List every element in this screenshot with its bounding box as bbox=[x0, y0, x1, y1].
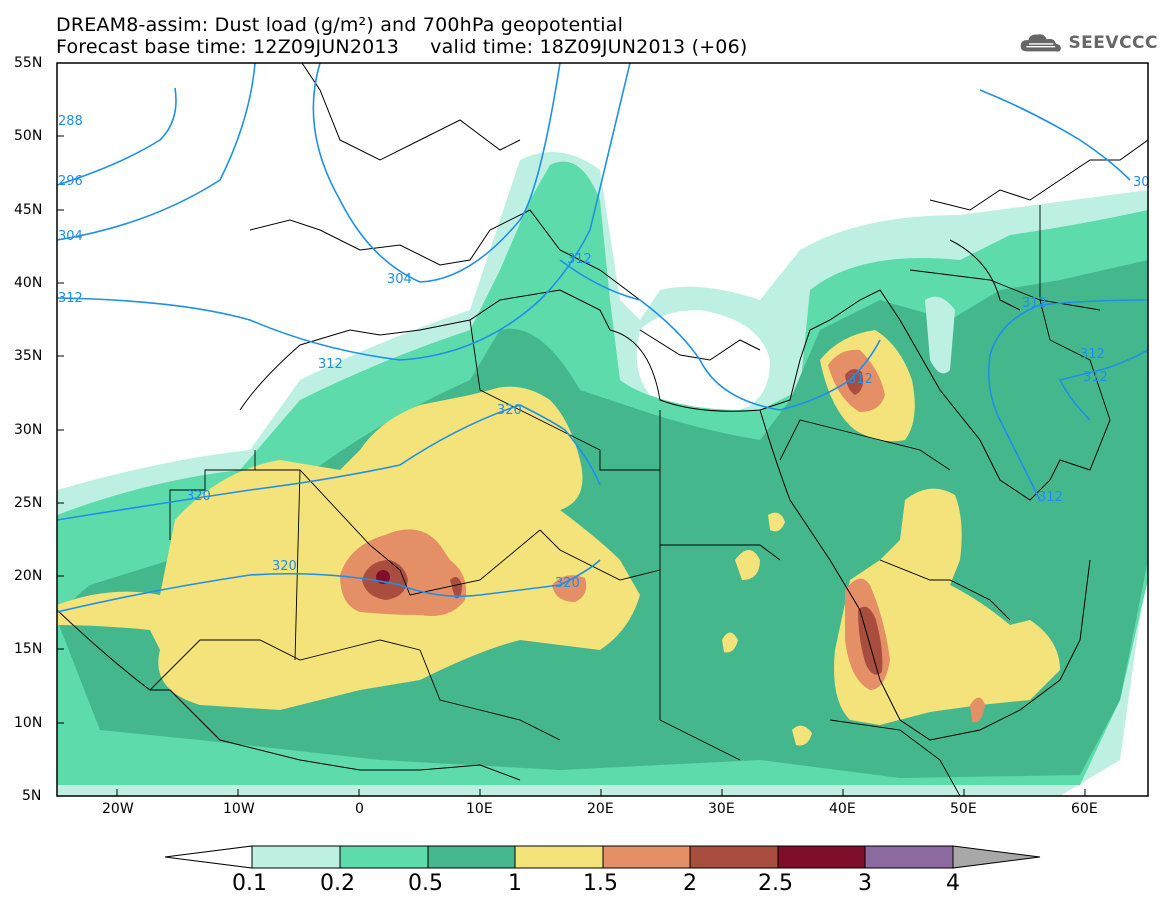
colorbar-label: 2 bbox=[683, 871, 697, 896]
lat-label: 40N bbox=[14, 275, 43, 291]
lat-label: 50N bbox=[14, 128, 43, 144]
colorbar-segment bbox=[514, 845, 604, 869]
dust-band-1.5-somalia bbox=[970, 697, 985, 723]
cloud-icon bbox=[1020, 34, 1061, 52]
title-line-2: Forecast base time: 12Z09JUN2013 valid t… bbox=[56, 36, 748, 58]
lon-label: 30E bbox=[708, 801, 735, 817]
logo-text: SEEVCCC bbox=[1068, 33, 1158, 53]
axis-ticks bbox=[57, 62, 1086, 796]
colorbar-under-arrow bbox=[164, 845, 253, 869]
contour-label-group: 288 296 304 304 312 312 312 312 312 312 … bbox=[58, 114, 1150, 591]
dust-band-1.0-spot1 bbox=[735, 550, 760, 580]
colorbar-segment bbox=[339, 845, 429, 869]
lat-label: 45N bbox=[14, 202, 43, 218]
lon-label: 0 bbox=[355, 801, 364, 817]
lon-label: 10W bbox=[223, 801, 255, 817]
lat-label: 10N bbox=[14, 715, 43, 731]
colorbar-label: 1.5 bbox=[583, 871, 618, 896]
lon-label: 60E bbox=[1071, 801, 1098, 817]
lon-label: 50E bbox=[950, 801, 977, 817]
contour-label: 320 bbox=[272, 559, 297, 574]
clear-area-med bbox=[636, 310, 770, 410]
dust-band-1.0-west bbox=[57, 386, 640, 710]
colorbar-label: 1 bbox=[508, 871, 522, 896]
colorbar-label: 2.5 bbox=[758, 871, 793, 896]
colorbar-segment bbox=[777, 845, 866, 869]
coastlines bbox=[57, 63, 1148, 781]
colorbar-label: 3 bbox=[858, 871, 872, 896]
contour-label: 312 bbox=[567, 252, 592, 267]
colorbar bbox=[164, 845, 1041, 869]
contour-label: 320 bbox=[186, 489, 211, 504]
lat-label: 30N bbox=[14, 422, 43, 438]
colorbar-segment bbox=[864, 845, 954, 869]
colorbar-segment bbox=[251, 845, 341, 869]
colorbar-label: 0.5 bbox=[408, 871, 443, 896]
contour-label: 312 bbox=[848, 372, 873, 387]
dust-band-1.0-yemen bbox=[999, 635, 1050, 690]
contour-label: 320 bbox=[497, 403, 522, 418]
lat-label: 20N bbox=[14, 568, 43, 584]
seevccc-logo: SEEVCCC bbox=[1018, 28, 1158, 58]
lat-label: 25N bbox=[14, 495, 43, 511]
geopotential-contours bbox=[57, 63, 1148, 613]
contour-label: 304 bbox=[58, 229, 83, 244]
contour-label: 312 bbox=[318, 357, 343, 372]
lon-label: 20W bbox=[102, 801, 134, 817]
dust-band-1.0-spot3 bbox=[722, 632, 738, 653]
contour-label: 30 bbox=[1133, 175, 1150, 190]
colorbar-segment bbox=[602, 845, 691, 869]
dust-band-1.5-chad bbox=[552, 575, 587, 602]
dust-field bbox=[57, 63, 1148, 796]
colorbar-segment bbox=[427, 845, 516, 869]
lon-label: 10E bbox=[466, 801, 493, 817]
contour-label: 312 bbox=[58, 291, 83, 306]
lat-label: 35N bbox=[14, 348, 43, 364]
contour-label: 312 bbox=[1080, 347, 1105, 362]
colorbar-label: 4 bbox=[946, 871, 960, 896]
contour-label: 312 bbox=[1083, 370, 1108, 385]
lon-label: 40E bbox=[829, 801, 856, 817]
contour-label: 296 bbox=[58, 174, 83, 189]
contour-label: 288 bbox=[58, 114, 83, 129]
title-line-1: DREAM8-assim: Dust load (g/m²) and 700hP… bbox=[56, 14, 624, 36]
dust-band-2.0-niger bbox=[450, 576, 462, 599]
lat-label: 55N bbox=[14, 55, 43, 71]
contour-label: 320 bbox=[555, 576, 580, 591]
dust-band-1.0-spot2 bbox=[768, 512, 785, 532]
contour-label: 312 bbox=[1022, 296, 1047, 311]
lat-label: 5N bbox=[22, 788, 42, 804]
colorbar-label: 0.2 bbox=[320, 871, 355, 896]
lat-label: 15N bbox=[14, 641, 43, 657]
colorbar-label: 0.1 bbox=[232, 871, 267, 896]
dust-band-1.0-spot4 bbox=[792, 725, 812, 746]
dust-band-2.0-iraq bbox=[845, 369, 864, 395]
country-borders bbox=[149, 205, 1111, 796]
colorbar-over-arrow bbox=[952, 845, 1041, 869]
lon-label: 20E bbox=[587, 801, 614, 817]
contour-label: 304 bbox=[387, 272, 412, 287]
colorbar-segment bbox=[689, 845, 779, 869]
contour-label: 312 bbox=[1038, 490, 1063, 505]
clear-area-caspian bbox=[925, 296, 955, 374]
